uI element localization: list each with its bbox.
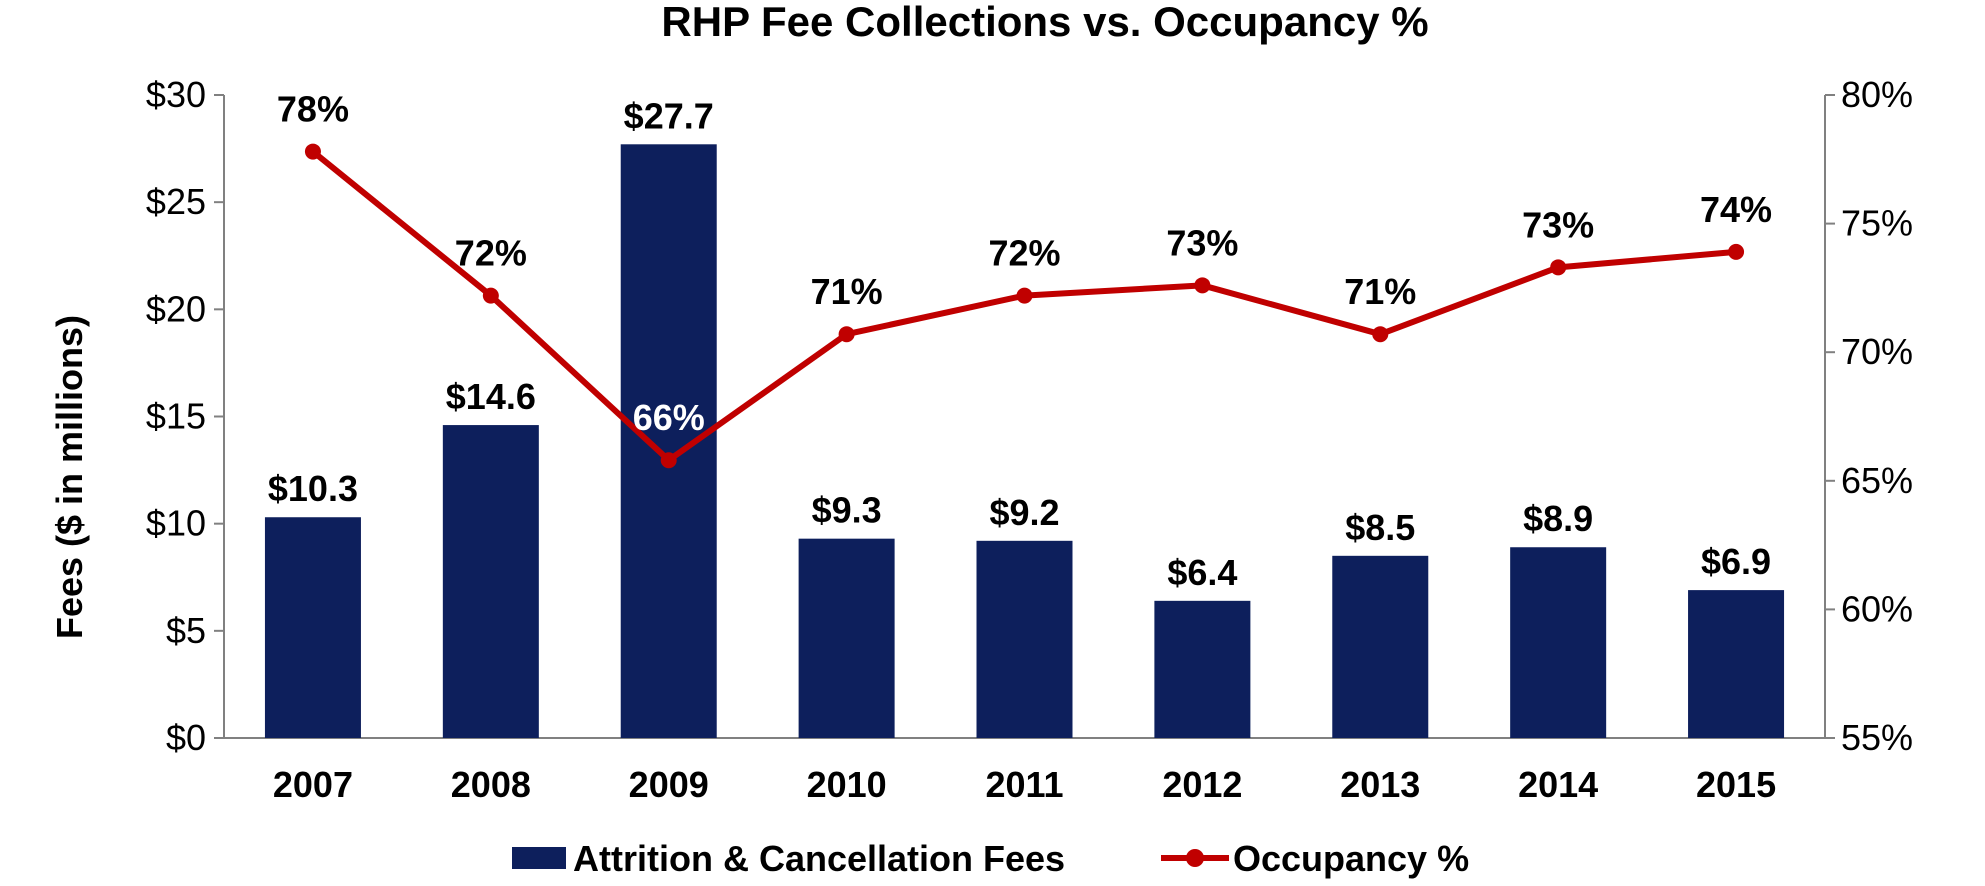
legend: Attrition & Cancellation Fees Occupancy % [512,838,1469,879]
line-data-label: 71% [1344,271,1416,312]
left-tick-label: $25 [146,181,206,222]
x-tick-label: 2013 [1340,764,1420,805]
right-tick-label: 80% [1841,74,1913,115]
left-tick-label: $5 [166,610,206,651]
bar [1154,600,1251,738]
bar [1688,590,1785,738]
axes: $0 $5 $10 $15 $20 $25 $30 55% 60% 65% 70% 75% 80% 200… [146,74,1913,805]
bar-data-label: $9.2 [989,492,1059,533]
bar-data-label: $14.6 [446,376,536,417]
left-tick-label: $10 [146,503,206,544]
x-tick-label: 2010 [807,764,887,805]
bar [264,517,361,738]
bar-data-label: $6.9 [1701,541,1771,582]
bar [1510,547,1607,738]
line-point [1372,326,1389,343]
legend-label-fees: Attrition & Cancellation Fees [573,838,1065,879]
line-data-label: 78% [277,89,349,130]
line-data-label: 73% [1522,204,1594,245]
bar-data-labels: $10.3 $14.6 $27.7 $9.3 $9.2 $6.4 $8.5 $8.9 $6.9 [268,95,1771,593]
left-tick-label: $30 [146,74,206,115]
line-point [1194,277,1211,294]
left-axis-title: Fees ($ in millions) [49,315,90,639]
left-tick-label: $0 [166,717,206,758]
x-tick-label: 2014 [1518,764,1598,805]
line-point [660,452,677,469]
legend-label-occupancy: Occupancy % [1233,838,1469,879]
line-data-label: 66% [633,397,705,438]
line-point [304,143,321,160]
line-series [304,143,1745,469]
x-tick-label: 2011 [985,764,1063,805]
bar [976,540,1073,738]
left-tick-label: $20 [146,288,206,329]
legend-swatch-occupancy-marker [1186,849,1204,867]
x-tick-label: 2012 [1162,764,1242,805]
bar-data-label: $9.3 [812,490,882,531]
line-point [1728,243,1745,260]
bar-data-label: $6.4 [1167,552,1237,593]
line-data-labels: 78% 72% 66% 71% 72% 73% 71% 73% 74% [277,89,1772,439]
bar [620,144,717,739]
line-point [1016,287,1033,304]
bar [798,538,895,738]
right-tick-label: 55% [1841,717,1913,758]
bar-data-label: $10.3 [268,468,358,509]
line-data-label: 73% [1166,222,1238,263]
legend-swatch-fees [512,847,566,869]
right-tick-label: 70% [1841,331,1913,372]
line-data-label: 72% [455,233,527,274]
x-tick-label: 2007 [273,764,353,805]
bar [1332,555,1429,738]
line-point [838,326,855,343]
line-point [482,287,499,304]
bar [442,425,539,738]
right-tick-label: 60% [1841,588,1913,629]
bar-data-label: $8.5 [1345,507,1415,548]
bar-data-label: $27.7 [624,95,714,136]
left-tick-label: $15 [146,396,206,437]
line-data-label: 71% [811,271,883,312]
line-point [1550,259,1567,276]
bar-data-label: $8.9 [1523,498,1593,539]
chart-title: RHP Fee Collections vs. Occupancy % [661,0,1428,45]
right-tick-label: 75% [1841,203,1913,244]
right-tick-label: 65% [1841,460,1913,501]
x-tick-label: 2009 [629,764,709,805]
line-data-label: 74% [1700,189,1772,230]
x-tick-label: 2008 [451,764,531,805]
x-tick-label: 2015 [1696,764,1776,805]
line-data-label: 72% [988,233,1060,274]
